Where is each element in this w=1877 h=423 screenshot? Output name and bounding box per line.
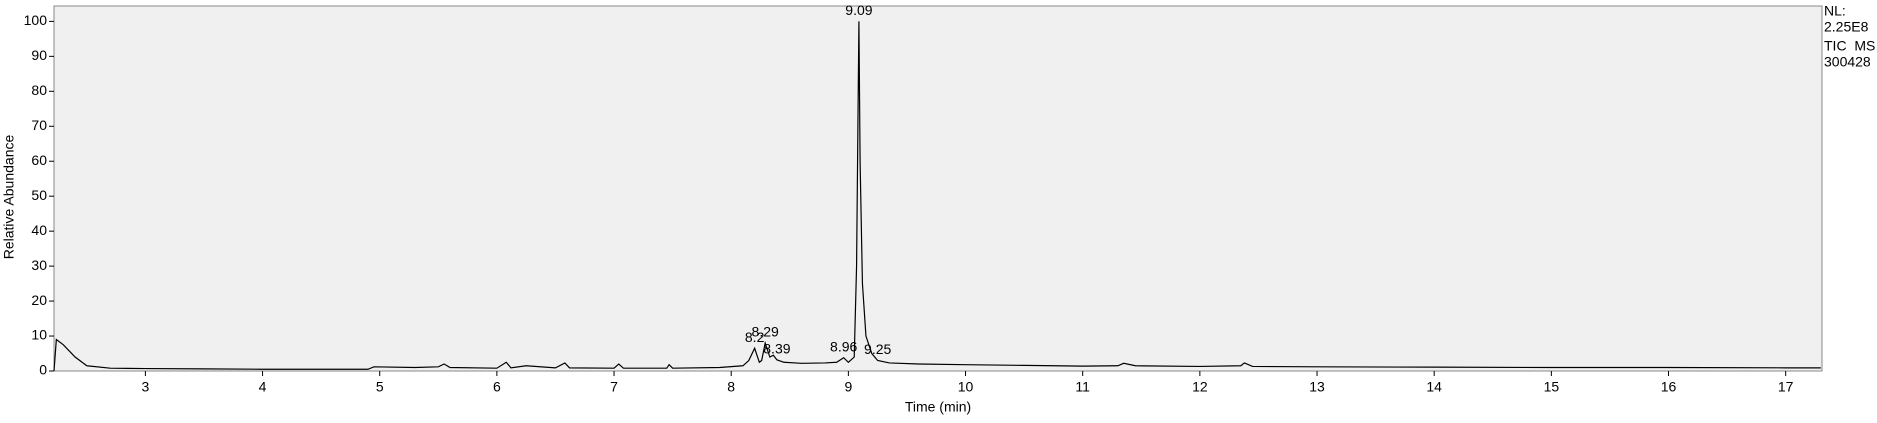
x-tick-label: 14 — [1426, 379, 1442, 395]
trace — [53, 21, 1821, 372]
y-tick-label: 30 — [31, 257, 47, 273]
y-tick-label: 50 — [31, 187, 47, 203]
y-tick-label: 90 — [31, 47, 47, 63]
x-tick-label: 5 — [376, 379, 384, 395]
x-tick-label: 10 — [958, 379, 974, 395]
y-tick-label: 80 — [31, 82, 47, 98]
y-tick-label: 100 — [24, 12, 48, 28]
nl-value: 2.25E8 — [1824, 19, 1869, 35]
peak-label: 8.29 — [752, 324, 779, 340]
x-tick-label: 4 — [259, 379, 267, 395]
x-tick-label: 13 — [1309, 379, 1325, 395]
y-tick-label: 0 — [39, 362, 47, 378]
x-tick-label: 7 — [610, 379, 618, 395]
x-tick-label: 3 — [141, 379, 149, 395]
scan-filter: TIC MS — [1824, 38, 1875, 54]
x-tick-label: 16 — [1661, 379, 1677, 395]
x-tick-label: 6 — [493, 379, 501, 395]
peak-label: 9.09 — [845, 2, 872, 18]
plot-area — [53, 5, 1823, 372]
y-tick-label: 10 — [31, 327, 47, 343]
x-tick-label: 12 — [1192, 379, 1208, 395]
peak-label: 9.25 — [864, 341, 891, 357]
peak-label: 8.2 — [745, 329, 765, 345]
x-tick-label: 11 — [1075, 379, 1090, 395]
peak-label: 8.96 — [830, 338, 857, 354]
y-axis-label: Relative Abundance — [1, 135, 17, 260]
y-tick-label: 70 — [31, 117, 47, 133]
x-axis-label: Time (min) — [905, 399, 971, 415]
x-tick-label: 15 — [1544, 379, 1560, 395]
y-tick-label: 20 — [31, 292, 47, 308]
x-tick-label: 8 — [727, 379, 735, 395]
nl-label: NL: — [1824, 3, 1846, 19]
y-tick-label: 40 — [31, 222, 47, 238]
peak-label: 8.39 — [763, 341, 790, 357]
y-tick-label: 60 — [31, 152, 47, 168]
x-tick-label: 17 — [1778, 379, 1794, 395]
x-tick-label: 9 — [844, 379, 852, 395]
file-name: 300428 — [1824, 54, 1871, 70]
